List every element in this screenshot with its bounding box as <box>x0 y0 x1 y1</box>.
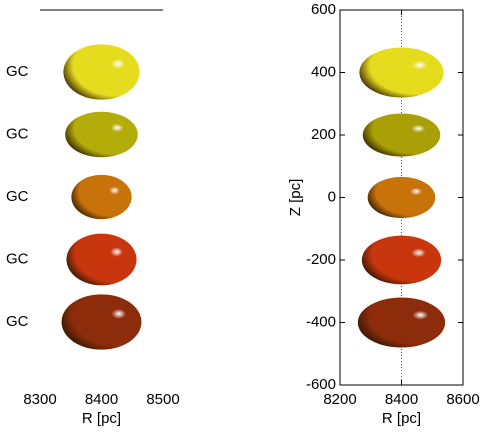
ellipsoid <box>63 44 140 100</box>
ellipsoid <box>71 174 132 220</box>
x-tick-label: 8400 <box>385 391 418 408</box>
y-tick-label: 0 <box>328 188 336 205</box>
ellipsoid <box>361 235 442 285</box>
row-label: GC <box>6 188 29 205</box>
row-label: GC <box>6 63 29 80</box>
row-label: GC <box>6 313 29 330</box>
row-label: GC <box>6 250 29 267</box>
x-tick-label: 8300 <box>23 391 56 408</box>
ellipsoid <box>66 233 137 286</box>
x-tick-label: 8500 <box>146 391 179 408</box>
y-tick-label: -600 <box>306 376 336 393</box>
ellipsoid <box>359 47 444 98</box>
y-axis-label: Z [pc] <box>287 179 304 217</box>
x-axis-label: R [pc] <box>82 410 121 427</box>
x-tick-label: 8400 <box>85 391 118 408</box>
x-tick-label: 8200 <box>323 391 356 408</box>
row-label: GC <box>6 125 29 142</box>
x-axis-label: R [pc] <box>382 410 421 427</box>
y-tick-label: -200 <box>306 251 336 268</box>
y-tick-label: 400 <box>311 63 336 80</box>
y-tick-label: -400 <box>306 313 336 330</box>
ellipsoid <box>65 111 138 158</box>
ellipsoid <box>367 176 436 219</box>
ellipsoid <box>357 297 446 348</box>
x-tick-label: 8600 <box>446 391 479 408</box>
ellipsoid <box>362 113 441 157</box>
ellipsoid <box>61 294 142 350</box>
y-tick-label: 200 <box>311 126 336 143</box>
y-tick-label: 600 <box>311 1 336 18</box>
